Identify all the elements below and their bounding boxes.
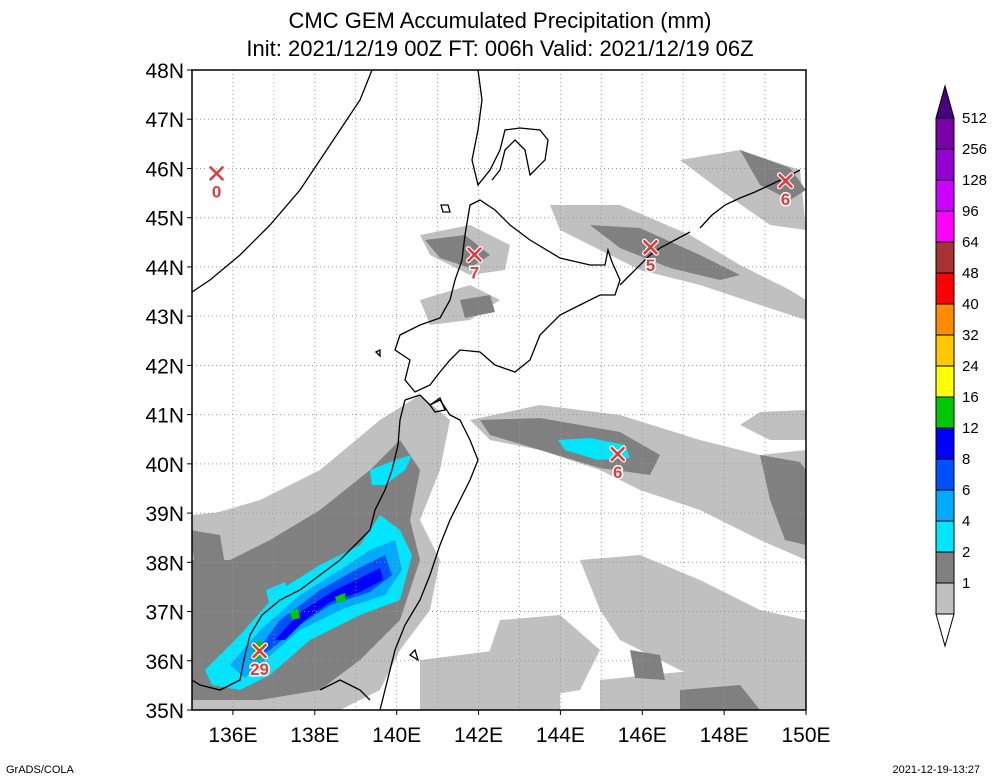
lon-label: 138E xyxy=(290,724,339,747)
legend-label: 48 xyxy=(962,265,979,282)
footer-credit: GrADS/COLA xyxy=(6,764,74,776)
marker-value: 6 xyxy=(613,463,622,482)
legend-top-arrow xyxy=(935,84,955,119)
legend-label: 24 xyxy=(962,358,979,375)
legend-swatch xyxy=(935,582,955,615)
legend-swatch xyxy=(935,272,955,305)
marker-value: 5 xyxy=(646,256,655,275)
lat-label: 36N xyxy=(145,651,184,674)
legend-label: 16 xyxy=(962,389,979,406)
x-mark-icon xyxy=(252,643,267,659)
legend-swatch xyxy=(935,148,955,181)
lat-label: 45N xyxy=(145,208,184,231)
lat-label: 42N xyxy=(145,355,184,378)
lat-label: 48N xyxy=(145,60,184,83)
station-marker: 7 xyxy=(465,246,483,284)
precip-field xyxy=(192,150,806,710)
legend-swatch xyxy=(935,551,955,584)
legend-swatch xyxy=(935,303,955,336)
legend-swatch xyxy=(935,458,955,491)
lat-label: 38N xyxy=(145,552,184,575)
lat-label: 35N xyxy=(145,700,184,723)
legend-swatch xyxy=(935,241,955,274)
marker-value: 7 xyxy=(470,264,479,283)
station-marker: 0 xyxy=(208,164,226,203)
plot-frame xyxy=(191,69,807,711)
longitude-axis: 136E 138E 140E 142E 144E 146E 148E 150E xyxy=(208,710,831,747)
lat-label: 46N xyxy=(145,158,184,181)
lat-label: 41N xyxy=(145,405,184,428)
lat-label: 47N xyxy=(145,109,184,132)
lon-label: 146E xyxy=(618,724,667,747)
station-marker: 5 xyxy=(641,238,659,277)
x-mark-icon xyxy=(209,166,224,181)
lon-label: 148E xyxy=(700,724,749,747)
lon-label: 150E xyxy=(781,724,830,747)
legend-swatch xyxy=(935,179,955,212)
lat-label: 44N xyxy=(145,257,184,280)
legend-label: 96 xyxy=(962,203,979,220)
legend-label: 512 xyxy=(962,110,987,127)
legend-label: 6 xyxy=(962,482,970,499)
legend-label: 64 xyxy=(962,234,979,251)
legend-label: 40 xyxy=(962,296,979,313)
legend-swatch xyxy=(935,334,955,367)
legend-swatch xyxy=(935,117,955,150)
legend-label: 1 xyxy=(962,575,970,592)
station-marker: 29 xyxy=(249,642,271,680)
station-marker: 6 xyxy=(609,445,627,484)
legend-label: 4 xyxy=(962,513,970,530)
station-marker: 6 xyxy=(777,172,795,210)
lat-label: 40N xyxy=(145,454,184,477)
marker-value: 6 xyxy=(781,190,790,209)
lat-label: 39N xyxy=(145,503,184,526)
legend-swatch xyxy=(935,396,955,429)
graticule xyxy=(192,70,806,710)
legend-swatch xyxy=(935,520,955,553)
legend-swatch xyxy=(935,427,955,460)
lon-label: 144E xyxy=(536,724,585,747)
lon-label: 142E xyxy=(454,724,503,747)
x-mark-icon xyxy=(467,247,482,262)
x-mark-icon xyxy=(643,239,658,255)
legend-swatch xyxy=(935,210,955,243)
station-markers: 0 7 5 6 6 29 xyxy=(208,164,795,680)
lon-label: 136E xyxy=(208,724,257,747)
x-mark-icon xyxy=(778,173,793,189)
lat-label: 43N xyxy=(145,306,184,329)
legend-label: 128 xyxy=(962,172,987,189)
x-mark-icon xyxy=(610,446,626,462)
chart-title: CMC GEM Accumulated Precipitation (mm) xyxy=(288,8,712,33)
legend-bottom-arrow xyxy=(935,613,955,648)
lon-label: 140E xyxy=(372,724,421,747)
marker-value: 29 xyxy=(250,660,269,679)
legend-swatch xyxy=(935,365,955,398)
chart-subtitle: Init: 2021/12/19 00Z FT: 006h Valid: 202… xyxy=(246,36,754,61)
legend-swatch xyxy=(935,489,955,522)
footer-timestamp: 2021-12-19-13:27 xyxy=(892,764,980,776)
marker-value: 0 xyxy=(212,182,221,201)
legend-label: 2 xyxy=(962,544,970,561)
latitude-axis: 48N 47N 46N 45N 44N 43N 42N 41N 40N 39N 38N 37N 36N 3… xyxy=(145,60,192,723)
coastlines xyxy=(192,70,801,710)
legend-label: 256 xyxy=(962,141,987,158)
legend-label: 12 xyxy=(962,420,979,437)
lat-label: 37N xyxy=(145,602,184,625)
legend-label: 8 xyxy=(962,451,970,468)
legend-label: 32 xyxy=(962,327,979,344)
